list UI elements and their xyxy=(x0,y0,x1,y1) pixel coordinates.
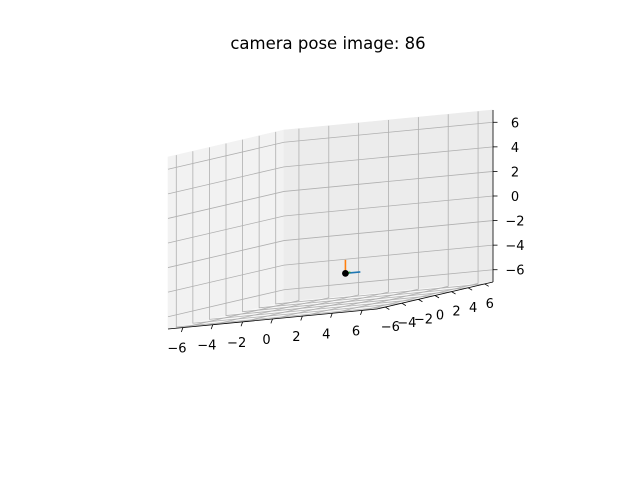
gridline-z xyxy=(167,269,494,318)
z-tick-label: −6 xyxy=(505,264,524,279)
y-tick-label: 4 xyxy=(469,301,477,316)
y-tick-mark xyxy=(418,299,423,303)
gridline-y xyxy=(275,131,485,305)
data-marks xyxy=(342,259,361,277)
y-tick-label: −4 xyxy=(397,316,416,331)
x-tick-label: 4 xyxy=(322,327,330,342)
gridline-z xyxy=(167,171,494,219)
z-tick-label: 2 xyxy=(511,165,519,180)
y-tick-label: 0 xyxy=(436,309,444,324)
x-tick-mark xyxy=(210,324,214,330)
gridline-y xyxy=(192,151,402,324)
gridline-x xyxy=(302,117,419,317)
axis-panes xyxy=(167,109,494,330)
gridline-z xyxy=(167,146,494,195)
y-tick-mark xyxy=(467,287,473,291)
x-tick-mark xyxy=(240,321,244,327)
gridline-z xyxy=(167,244,494,293)
x-tick-label: −6 xyxy=(167,342,186,357)
x-tick-label: 6 xyxy=(352,324,360,339)
y-tick-mark xyxy=(451,291,456,295)
gridline-x xyxy=(272,120,389,320)
gridline-z xyxy=(167,220,494,268)
gridline-y xyxy=(175,155,386,328)
x-tick-label: 0 xyxy=(262,333,270,348)
gridline-z xyxy=(167,121,494,170)
x-tick-mark xyxy=(270,318,273,324)
x-tick-label: 2 xyxy=(292,330,300,345)
z-tick-label: −4 xyxy=(505,239,524,254)
gridline-y xyxy=(209,147,419,320)
gridline-y xyxy=(258,135,469,309)
z-tick-label: 6 xyxy=(511,116,519,131)
gridline-x xyxy=(361,111,479,311)
z-tick-label: 4 xyxy=(511,141,519,156)
gridline-y xyxy=(242,139,452,313)
x-tick-mark xyxy=(180,327,184,333)
x-tick-label: −4 xyxy=(197,339,216,354)
gridline-z xyxy=(167,195,494,244)
x-tick-label: −2 xyxy=(227,336,246,351)
x-tick-mark xyxy=(360,310,363,315)
z-tick-label: 0 xyxy=(511,190,519,205)
y-tick-label: −2 xyxy=(414,312,433,327)
y-tick-mark xyxy=(434,295,440,299)
y-tick-label: −6 xyxy=(381,320,400,335)
y-tick-mark xyxy=(385,306,390,310)
y-tick-mark xyxy=(401,302,407,306)
gridline-x xyxy=(332,114,449,314)
y-tick-label: 2 xyxy=(452,305,460,320)
camera-center-point xyxy=(342,269,349,277)
y-tick-label: 6 xyxy=(486,297,494,312)
z-tick-label: −2 xyxy=(505,215,524,230)
chart-title: camera pose image: 86 xyxy=(230,34,425,53)
gridlines xyxy=(167,111,494,328)
x-tick-mark xyxy=(300,316,303,321)
gridline-y xyxy=(225,143,436,316)
x-tick-mark xyxy=(330,313,333,318)
y-tick-mark xyxy=(484,283,489,287)
